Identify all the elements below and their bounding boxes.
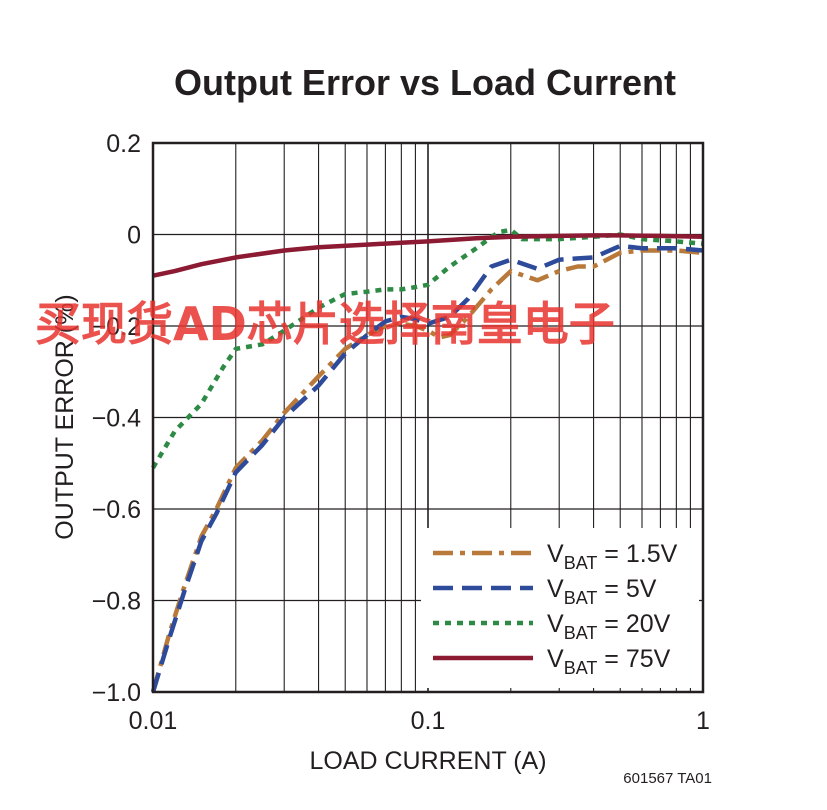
y-axis-label: OUTPUT ERROR (%): [51, 294, 79, 539]
series-line-20v: [151, 227, 704, 469]
y-tick-label: −0.6: [92, 496, 141, 524]
x-tick-label: 0.01: [129, 707, 178, 735]
y-tick-label: −0.2: [92, 313, 141, 341]
legend-entry: VBAT = 75V: [547, 645, 671, 678]
x-axis-label: LOAD CURRENT (A): [309, 747, 546, 775]
y-tick-label: 0: [127, 222, 141, 250]
watermark: 买现货AD芯片选择南皇电子: [35, 297, 615, 351]
series-line-5v: [150, 243, 704, 693]
series-layer: [150, 227, 704, 693]
series-line-15v: [150, 248, 704, 693]
figure-code: 601567 TA01: [623, 770, 712, 787]
x-tick-label: 0.1: [411, 707, 446, 735]
legend-box: [421, 528, 699, 688]
x-tick-label: 1: [696, 707, 710, 735]
y-tick-label: 0.2: [106, 130, 141, 158]
chart-title: Output Error vs Load Current: [174, 62, 676, 103]
plot-frame: [151, 141, 705, 694]
tick-labels: 0.2 0 −0.2 −0.4 −0.6 −0.8 −1.00.01 0.1 1: [92, 130, 710, 735]
y-tick-label: −0.4: [92, 405, 141, 433]
series-line-75v: [152, 233, 704, 278]
y-tick-label: −0.8: [92, 588, 141, 616]
y-tick-label: −1.0: [92, 679, 141, 707]
legend-entry: VBAT = 1.5V: [547, 540, 678, 573]
